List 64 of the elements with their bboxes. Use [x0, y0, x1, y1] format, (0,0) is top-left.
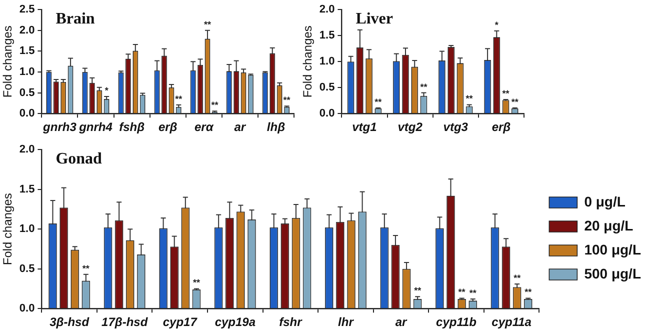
data-label: ** — [524, 287, 532, 298]
x-tick-label: 17β-hsd — [102, 315, 148, 330]
chart-title: Brain — [56, 10, 95, 28]
data-label: ** — [511, 96, 519, 107]
x-tick-label: erβ — [492, 120, 512, 134]
y-tick-label: 1.0 — [319, 56, 335, 68]
legend-label: 100 μg/L — [584, 241, 642, 258]
y-tick-label: 0.5 — [19, 86, 35, 99]
chart-title: Liver — [356, 10, 394, 28]
y-tick-label: 1.5 — [19, 45, 35, 58]
x-tick-label: vtg1 — [352, 120, 378, 134]
x-tick-label: fshβ — [119, 120, 146, 134]
y-tick-label: 0.5 — [319, 82, 335, 94]
x-tick-label: ar — [234, 120, 247, 134]
data-label: ** — [420, 82, 428, 92]
y-tick-label: 1.5 — [319, 30, 335, 42]
y-tick-label: 0.0 — [19, 108, 35, 120]
legend-label: 20 μg/L — [584, 217, 634, 234]
data-label: ** — [192, 278, 200, 288]
x-tick-label: ar — [395, 315, 408, 330]
legend-label: 500 μg/L — [584, 265, 642, 282]
y-axis-title: Fold changes — [0, 26, 15, 98]
data-label: ** — [458, 287, 466, 298]
y-tick-label: 0.5 — [19, 262, 35, 275]
data-label: ** — [175, 94, 183, 104]
data-label: ** — [466, 94, 474, 104]
chart-title: Gonad — [56, 150, 102, 168]
y-tick-label: 1.0 — [19, 66, 35, 78]
x-tick-label: lhβ — [266, 120, 286, 134]
y-tick-label: 0.0 — [319, 108, 335, 120]
x-tick-label: vtg3 — [443, 120, 468, 134]
data-label: ** — [374, 96, 382, 107]
data-label: ** — [283, 95, 291, 106]
y-tick-label: 1.5 — [19, 183, 35, 196]
x-tick-label: cyp11b — [436, 315, 477, 330]
x-tick-label: vtg2 — [398, 120, 423, 134]
x-tick-label: cyp17 — [162, 315, 198, 330]
x-tick-label: fshr — [279, 315, 304, 330]
data-label: ** — [502, 88, 510, 99]
data-label: ** — [82, 263, 90, 274]
y-tick-label: 2.0 — [19, 24, 35, 36]
x-tick-label: erβ — [158, 120, 178, 134]
y-tick-label: 0.0 — [19, 302, 35, 315]
data-label: ** — [204, 19, 212, 30]
legend-label: 0 μg/L — [584, 193, 626, 210]
x-tick-label: cyp11a — [492, 315, 532, 330]
data-label: ** — [514, 272, 522, 283]
x-tick-label: cyp19a — [214, 315, 256, 330]
y-tick-label: 2.5 — [19, 4, 35, 16]
x-tick-label: erα — [194, 120, 214, 134]
data-label: * — [494, 20, 499, 30]
x-tick-label: 3β-hsd — [50, 315, 90, 330]
data-label: ** — [469, 288, 477, 298]
x-tick-label: lhr — [338, 315, 355, 330]
y-tick-label: 1.0 — [19, 223, 35, 236]
y-axis-title: Fold changes — [0, 193, 15, 266]
data-label: ** — [414, 286, 422, 296]
y-tick-label: 2.0 — [19, 144, 35, 156]
data-label: ** — [211, 100, 219, 110]
data-label: * — [104, 86, 109, 96]
y-axis-title: Fold changes — [300, 26, 315, 98]
x-tick-label: gnrh3 — [42, 120, 77, 134]
x-tick-label: gnrh4 — [78, 120, 113, 134]
y-tick-label: 2.0 — [319, 4, 335, 16]
